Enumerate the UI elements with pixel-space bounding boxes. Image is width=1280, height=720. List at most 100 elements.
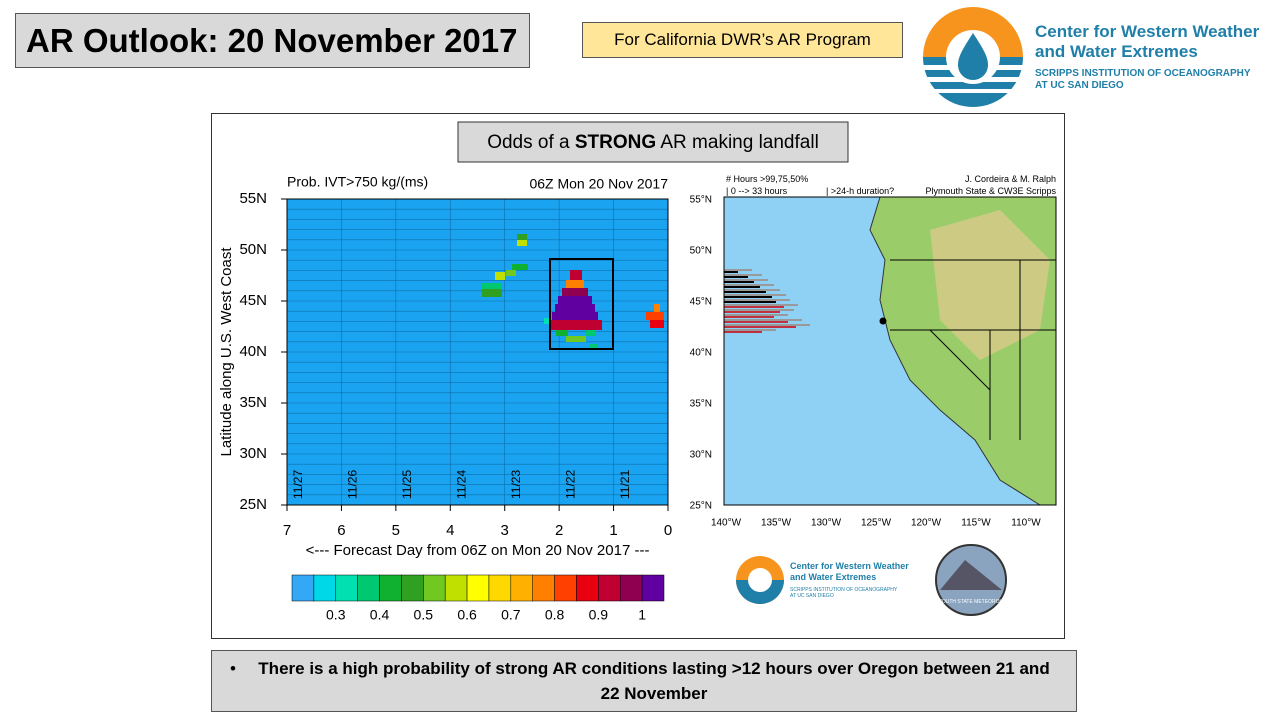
- x-tick-label: 7: [283, 522, 291, 539]
- date-label: 11/23: [509, 470, 523, 499]
- heat-cell: [517, 240, 527, 246]
- lon-label: 120°W: [911, 518, 942, 529]
- colorbar-label: 0.5: [414, 607, 434, 623]
- psu-mountain: [940, 560, 1002, 590]
- colorbar-cell: [488, 574, 512, 602]
- colorbar-cell: [619, 574, 643, 602]
- colorbar-label: 0.9: [589, 607, 609, 623]
- date-label: 11/22: [563, 470, 577, 499]
- lon-label: 135°W: [761, 518, 792, 529]
- heat-cell: [506, 270, 516, 276]
- psu-logo-text: PLYMOUTH STATE METEOROLOGY: [929, 599, 1014, 605]
- logo-subtext: SCRIPPS INSTITUTION OF OCEANOGRAPHY: [1035, 68, 1251, 79]
- y-tick-label: 45N: [239, 292, 267, 309]
- title-part: Odds of a: [487, 132, 570, 153]
- map-credit: J. Cordeira & M. Ralph: [965, 174, 1056, 184]
- heat-cell: [654, 304, 660, 312]
- lat-label: 30°N: [690, 450, 712, 461]
- lon-label: 130°W: [811, 518, 842, 529]
- plot-frame: [286, 198, 669, 506]
- x-tick-label: 1: [609, 522, 617, 539]
- border: [929, 329, 991, 391]
- x-axis-label: <--- Forecast Day from 06Z on Mon 20 Nov…: [306, 542, 650, 559]
- logo-text: and Water Extremes: [1035, 42, 1198, 61]
- date-label: 11/25: [400, 470, 414, 499]
- slide-title: AR Outlook: 20 November 2017: [15, 13, 530, 68]
- highlight-box: [549, 258, 614, 350]
- heat-cell: [555, 304, 595, 312]
- colorbar-label: 0.6: [457, 607, 477, 623]
- y-tick-label: 35N: [239, 394, 267, 411]
- heat-cell: [556, 330, 568, 336]
- badge: For California DWR’s AR Program: [582, 22, 903, 58]
- logo-subtext: AT UC SAN DIEGO: [1035, 80, 1124, 91]
- heat-cell: [566, 280, 584, 288]
- heat-cell: [482, 283, 502, 289]
- lat-label: 50°N: [690, 246, 712, 257]
- heat-cell: [550, 320, 602, 330]
- map-note: | >24-h duration?: [826, 186, 894, 196]
- x-tick-label: 0: [664, 522, 672, 539]
- colorbar-cell: [444, 574, 468, 602]
- subtitle: 06Z Mon 20 Nov 2017: [529, 176, 668, 192]
- colorbar-label: 0.3: [326, 607, 346, 623]
- map-note: | 0 --> 33 hours: [726, 186, 788, 196]
- colorbar-cell: [313, 574, 337, 602]
- subtitle: Prob. IVT>750 kg/(ms): [287, 174, 428, 190]
- title-part: STRONG: [575, 132, 656, 153]
- colorbar-cell: [466, 574, 490, 602]
- x-tick-label: 4: [446, 522, 454, 539]
- landfall-dot: [879, 317, 887, 325]
- colorbar-label: 0.4: [370, 607, 390, 623]
- heat-cell: [646, 312, 664, 320]
- heat-cell: [482, 289, 502, 297]
- bullet-text: There is a high probability of strong AR…: [258, 659, 1050, 703]
- lon-label: 140°W: [711, 518, 742, 529]
- lat-label: 35°N: [690, 399, 712, 410]
- colorbar-cell: [576, 574, 599, 602]
- lon-label: 115°W: [961, 518, 991, 529]
- heat-cell: [562, 288, 588, 296]
- heat-cell: [552, 312, 598, 320]
- heat-cell: [517, 234, 527, 240]
- colorbar-cell: [401, 574, 424, 602]
- colorbar-label: 1: [638, 607, 646, 623]
- panel-title: Odds of a STRONG AR making landfall: [487, 132, 819, 153]
- x-tick-label: 2: [555, 522, 563, 539]
- lat-label: 40°N: [690, 348, 712, 359]
- date-label: 11/27: [291, 470, 305, 499]
- bullet-box: • There is a high probability of strong A…: [211, 650, 1077, 712]
- date-label: 11/21: [618, 470, 632, 499]
- colorbar-cell: [423, 574, 446, 602]
- heat-cell: [558, 296, 592, 304]
- lat-label: 25°N: [690, 501, 712, 512]
- date-label: 11/26: [346, 470, 360, 499]
- heat-cell: [570, 270, 582, 280]
- heat-cell: [495, 272, 505, 280]
- heatmap: Prob. IVT>750 kg/(ms) 06Z Mon 20 Nov 2017…: [218, 174, 672, 623]
- small-logo-text: Center for Western Weather: [790, 561, 909, 571]
- map-frame: [723, 196, 1057, 506]
- small-logo: [748, 568, 772, 592]
- colorbar-cell: [357, 574, 380, 602]
- figure-panel: Odds of a STRONG AR making landfall Prob…: [211, 113, 1065, 639]
- colorbar-cell: [291, 574, 315, 602]
- heat-cell: [586, 330, 596, 336]
- logo: Center for Western Weather and Water Ext…: [923, 7, 1260, 107]
- y-tick-label: 50N: [239, 241, 267, 258]
- map: 55°N 50°N 45°N 40°N 35°N 30°N 25°N 140°W 135°W 13…: [690, 174, 1057, 616]
- heat-cell: [512, 264, 528, 270]
- colorbar-label: 0.7: [501, 607, 521, 623]
- lon-label: 125°W: [861, 518, 892, 529]
- lon-label: 110°W: [1011, 518, 1041, 529]
- x-tick-label: 6: [337, 522, 345, 539]
- colorbar-cell: [532, 574, 555, 602]
- colorbar-cell: [554, 574, 577, 602]
- heat-cell: [566, 336, 586, 342]
- bullet-dot: •: [230, 659, 236, 678]
- colorbar-cell: [598, 574, 621, 602]
- colorbar-cell: [379, 574, 402, 602]
- y-tick-label: 40N: [239, 343, 267, 360]
- figure: Odds of a STRONG AR making landfall Prob…: [218, 121, 1057, 623]
- x-tick-label: 5: [392, 522, 400, 539]
